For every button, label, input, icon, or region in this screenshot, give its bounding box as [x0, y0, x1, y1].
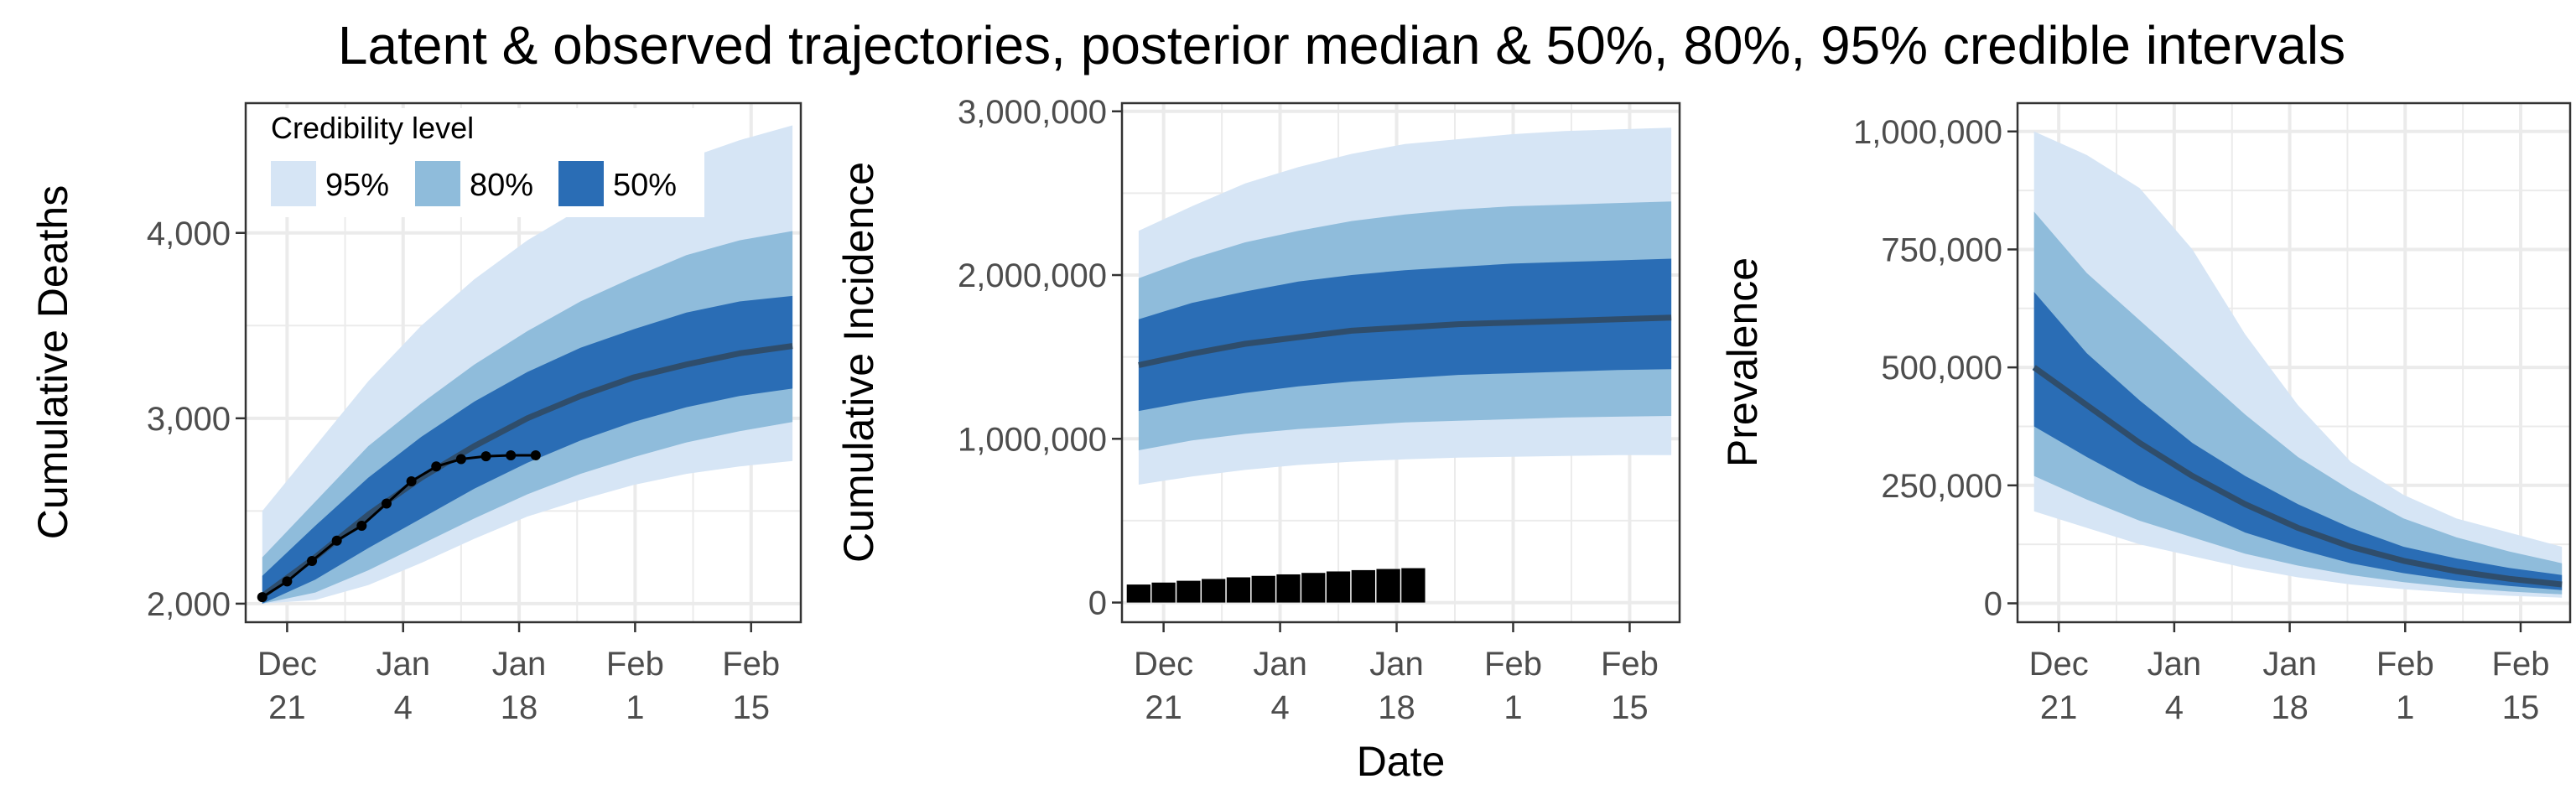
legend-label: 95% [325, 168, 389, 203]
legend-swatch [415, 161, 460, 206]
observed-bar [1251, 575, 1275, 603]
observed-point [431, 461, 442, 472]
x-tick-label-day: 18 [501, 689, 538, 726]
observed-point [307, 556, 318, 567]
x-tick-label-month: Feb [1601, 646, 1659, 683]
x-tick-label-month: Dec [1134, 646, 1193, 683]
y-tick-label: 1,000,000 [1853, 114, 2002, 151]
x-tick-label-day: 4 [1270, 689, 1289, 726]
y-tick-label: 1,000,000 [958, 421, 1107, 458]
x-tick-label-month: Jan [2148, 646, 2202, 683]
observed-bar [1151, 582, 1176, 603]
observed-bar [1176, 580, 1201, 603]
legend-label: 80% [470, 168, 533, 203]
panel-1: 2,000 3,000 4,000 Dec 21 Jan 4 Jan 18 Feb 1 Feb 15 Cu… [29, 101, 802, 726]
y-tick-label: 3,000,000 [958, 94, 1107, 131]
observed-bar [1202, 579, 1226, 603]
panel-border [1120, 101, 1681, 624]
observed-bar [1376, 569, 1400, 603]
observed-bar [1126, 584, 1150, 603]
x-tick-label-day: 1 [1504, 689, 1522, 726]
observed-bar [1226, 577, 1251, 603]
x-tick-label-month: Jan [1369, 646, 1424, 683]
panel-2: 0 1,000,000 2,000,000 3,000,000 Dec 21 Jan 4 Jan… [835, 94, 1681, 785]
x-tick-label-day: 15 [2502, 689, 2540, 726]
x-tick-label-day: 15 [732, 689, 770, 726]
median-line [1138, 314, 1672, 368]
x-tick-label-month: Dec [257, 646, 317, 683]
x-tick-label-month: Feb [2376, 646, 2434, 683]
observed-bar [1301, 573, 1326, 603]
x-tick-label-day: 21 [1145, 689, 1182, 726]
x-tick-label-month: Feb [2492, 646, 2550, 683]
legend: Credibility level 95% 80% 50% [252, 108, 704, 217]
panels: 2,000 3,000 4,000 Dec 21 Jan 4 Jan 18 Feb 1 Feb 15 Cu… [29, 94, 2572, 785]
x-tick-label-month: Feb [722, 646, 780, 683]
legend-title: Credibility level [271, 111, 474, 145]
observed-bar [1326, 571, 1351, 603]
panel-border [244, 101, 802, 624]
x-tick-label-month: Dec [2029, 646, 2089, 683]
y-axis-label: Prevalence [1719, 257, 1766, 467]
observed-bar [1276, 574, 1301, 603]
y-tick-label: 2,000,000 [958, 257, 1107, 294]
legend-swatch [558, 161, 604, 206]
figure-title: Latent & observed trajectories, posterio… [338, 15, 2345, 75]
observed-point [381, 498, 392, 509]
observed-bar [1351, 569, 1375, 603]
x-axis-label: Date [1357, 738, 1446, 785]
observed-point [455, 454, 466, 465]
x-tick-label-month: Feb [1484, 646, 1542, 683]
y-axis-label: Cumulative Deaths [29, 185, 76, 539]
x-tick-label-month: Feb [606, 646, 664, 683]
x-tick-label-day: 4 [394, 689, 413, 726]
x-tick-label-day: 15 [1611, 689, 1649, 726]
panel-border [2016, 101, 2572, 624]
observed-bar [1401, 568, 1426, 603]
legend-swatch [271, 161, 316, 206]
y-tick-label: 250,000 [1881, 468, 2002, 505]
observed-point [257, 592, 267, 603]
x-tick-label-day: 4 [2165, 689, 2184, 726]
band-80 [2033, 211, 2563, 595]
y-axis-label: Cumulative Incidence [835, 162, 882, 563]
y-tick-label: 750,000 [1881, 231, 2002, 268]
observed-point [480, 451, 491, 462]
observed-point [331, 535, 342, 546]
x-tick-label-month: Jan [376, 646, 430, 683]
x-tick-label-month: Jan [1253, 646, 1307, 683]
x-tick-label-day: 1 [626, 689, 644, 726]
observed-point [530, 450, 541, 461]
legend-label: 50% [613, 168, 677, 203]
observed-point [506, 450, 517, 461]
panel-3: 0 250,000 500,000 750,000 1,000,000 Dec 21 Jan 4… [1719, 101, 2572, 726]
legend-background [252, 108, 704, 217]
y-tick-label: 4,000 [147, 216, 231, 252]
x-tick-label-day: 18 [1378, 689, 1415, 726]
x-tick-label-month: Jan [2262, 646, 2317, 683]
band-50 [1138, 258, 1672, 412]
x-tick-label-day: 1 [2396, 689, 2414, 726]
x-tick-label-month: Jan [492, 646, 547, 683]
observed-point [282, 576, 293, 587]
median-line [2032, 365, 2563, 588]
observed-point [406, 475, 417, 486]
y-tick-label: 3,000 [147, 401, 231, 438]
observed-point [356, 521, 367, 532]
y-tick-label: 0 [1984, 585, 2002, 622]
y-tick-label: 2,000 [147, 586, 231, 623]
x-tick-label-day: 18 [2271, 689, 2309, 726]
x-tick-label-day: 21 [2040, 689, 2078, 726]
median-line [260, 343, 793, 599]
x-tick-label-day: 21 [268, 689, 306, 726]
y-tick-label: 500,000 [1881, 350, 2002, 387]
y-tick-label: 0 [1088, 585, 1107, 622]
